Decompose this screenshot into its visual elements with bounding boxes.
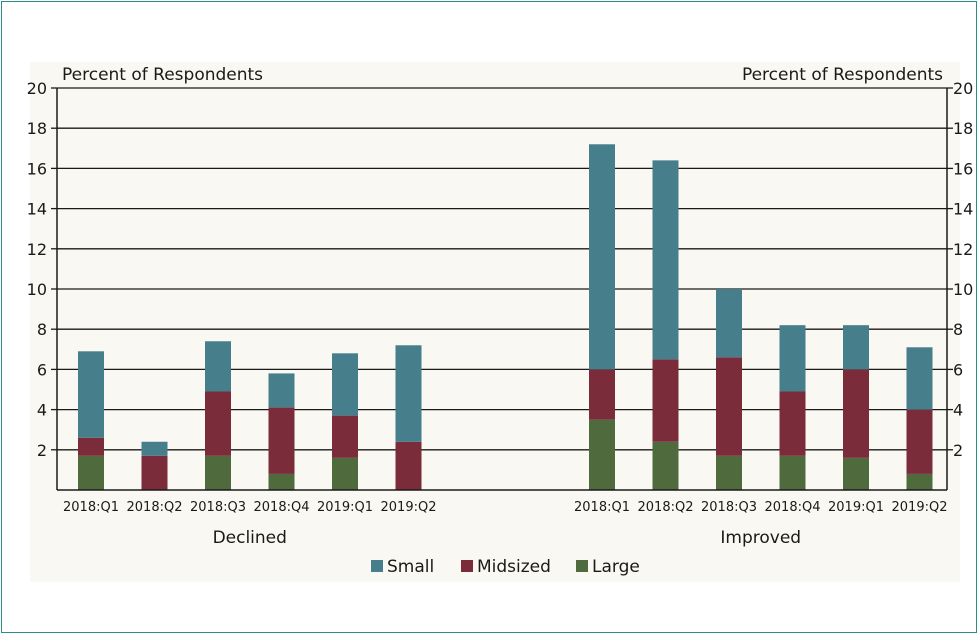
y-tick-label-right: 10 bbox=[953, 280, 973, 299]
x-tick-label: 2018:Q1 bbox=[63, 500, 119, 515]
y-tick-label-left: 6 bbox=[37, 360, 47, 379]
legend-swatch-large bbox=[576, 560, 588, 572]
bar-midsized bbox=[589, 369, 615, 420]
bar-midsized bbox=[205, 391, 231, 456]
bar-small bbox=[78, 351, 104, 438]
x-tick-label: 2018:Q1 bbox=[574, 500, 630, 515]
plot-background bbox=[30, 62, 960, 582]
legend-label-large: Large bbox=[592, 557, 640, 577]
bar-small bbox=[906, 347, 933, 410]
bar-small bbox=[589, 144, 615, 370]
x-tick-label: 2018:Q4 bbox=[765, 500, 821, 515]
y-tick-label-left: 20 bbox=[27, 79, 47, 98]
legend-swatch-small bbox=[371, 560, 383, 572]
y-tick-label-right: 18 bbox=[953, 119, 973, 138]
y-tick-label-right: 20 bbox=[953, 79, 973, 98]
bar-large bbox=[268, 473, 295, 490]
x-tick-labels: 2018:Q1 2018:Q2 2018:Q3 2018:Q4 2019:Q1 2019:… bbox=[63, 500, 947, 515]
bar-midsized bbox=[906, 409, 933, 474]
bar-large bbox=[906, 473, 933, 490]
bar-large bbox=[843, 457, 869, 490]
bar-midsized bbox=[268, 407, 295, 474]
y-tick-label-right: 12 bbox=[953, 240, 973, 259]
y-tick-label-right: 2 bbox=[953, 441, 963, 460]
y-tick-label-right: 14 bbox=[953, 200, 973, 219]
y-tick-label-right: 4 bbox=[953, 401, 963, 420]
bar-midsized bbox=[779, 391, 806, 456]
bar-midsized bbox=[652, 359, 679, 442]
axes bbox=[56, 88, 948, 491]
bar-small bbox=[716, 289, 742, 358]
y-tick-label-right: 8 bbox=[953, 320, 963, 339]
x-tick-label: 2018:Q2 bbox=[127, 500, 183, 515]
bar-large bbox=[589, 419, 615, 490]
y-axis-label-left: Percent of Respondents bbox=[62, 65, 263, 85]
bar-small bbox=[395, 345, 422, 442]
group-label: Declined bbox=[213, 528, 287, 548]
bar-midsized bbox=[716, 357, 742, 456]
y-tick-label-right: 16 bbox=[953, 159, 973, 178]
bar-small bbox=[779, 325, 806, 392]
y-tick-label-left: 8 bbox=[37, 320, 47, 339]
bar-large bbox=[332, 457, 358, 490]
bar-small bbox=[843, 325, 869, 370]
bar-marks bbox=[78, 144, 933, 490]
x-tick-label: 2019:Q2 bbox=[381, 500, 437, 515]
bar-large bbox=[205, 455, 231, 490]
bar-small bbox=[332, 353, 358, 416]
y-tick-label-left: 10 bbox=[27, 280, 47, 299]
bar-large bbox=[78, 455, 104, 490]
x-tick-label: 2019:Q1 bbox=[317, 500, 373, 515]
bar-midsized bbox=[395, 441, 422, 490]
x-tick-label: 2018:Q2 bbox=[638, 500, 694, 515]
bar-large bbox=[779, 455, 806, 490]
x-tick-label: 2018:Q3 bbox=[701, 500, 757, 515]
y-tick-label-left: 16 bbox=[27, 159, 47, 178]
y-tick-label-right: 6 bbox=[953, 360, 963, 379]
bar-large bbox=[652, 441, 679, 490]
y-tick-label-left: 12 bbox=[27, 240, 47, 259]
x-tick-label: 2019:Q2 bbox=[892, 500, 948, 515]
group-label: Improved bbox=[720, 528, 801, 548]
x-tick-label: 2018:Q4 bbox=[254, 500, 310, 515]
y-tick-label-left: 18 bbox=[27, 119, 47, 138]
gridlines bbox=[51, 87, 953, 451]
legend: Small Midsized Large bbox=[371, 557, 640, 577]
y-tick-label-left: 4 bbox=[37, 401, 47, 420]
y-axis-label-right: Percent of Respondents bbox=[742, 65, 943, 85]
bar-midsized bbox=[141, 455, 168, 490]
bar-small bbox=[268, 373, 295, 408]
bar-small bbox=[141, 441, 168, 456]
y-tick-label-left: 14 bbox=[27, 200, 47, 219]
bar-small bbox=[205, 341, 231, 392]
tick-labels: 2 2 4 4 6 6 8 8 10 10 12 12 14 14 16 16 18 18 20 20 bbox=[27, 79, 974, 460]
y-tick-label-left: 2 bbox=[37, 441, 47, 460]
x-tick-label: 2019:Q1 bbox=[828, 500, 884, 515]
legend-swatch-midsized bbox=[461, 560, 473, 572]
bar-large bbox=[716, 455, 742, 490]
bar-small bbox=[652, 160, 679, 360]
bar-midsized bbox=[843, 369, 869, 458]
x-tick-label: 2018:Q3 bbox=[190, 500, 246, 515]
bar-midsized bbox=[332, 415, 358, 458]
legend-label-midsized: Midsized bbox=[477, 557, 551, 577]
bar-midsized bbox=[78, 437, 104, 456]
group-labels: Declined Improved bbox=[213, 528, 802, 548]
legend-label-small: Small bbox=[387, 557, 434, 577]
